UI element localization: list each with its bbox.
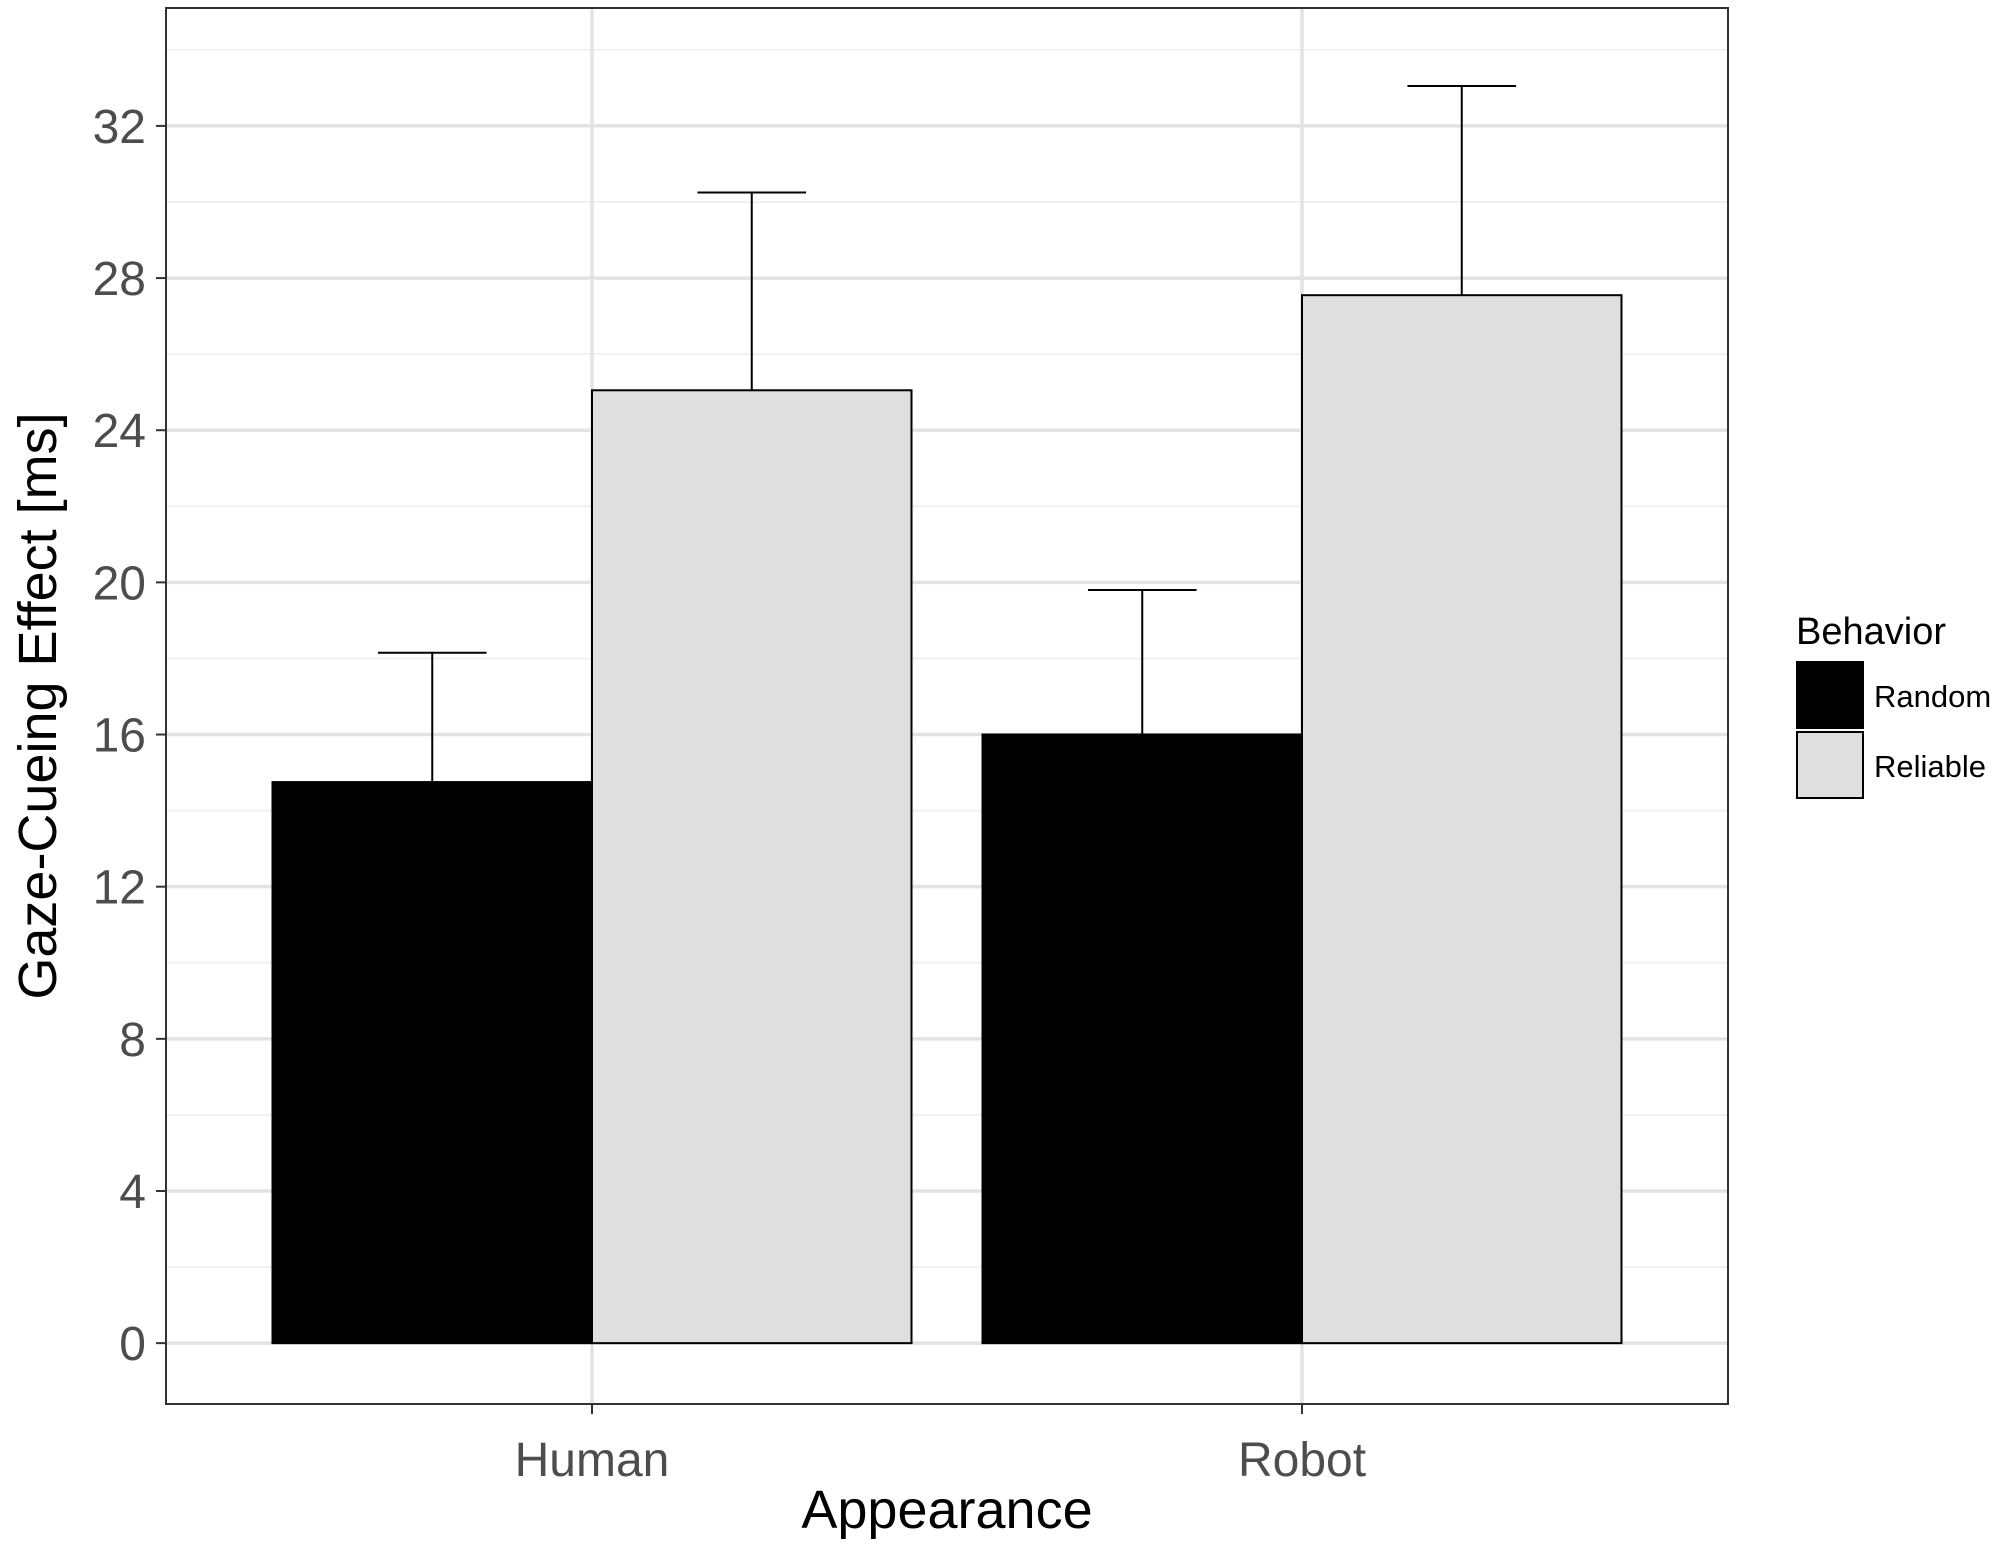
- y-tick-label: 32: [93, 101, 146, 154]
- legend-items: Random Reliable: [1796, 661, 1991, 799]
- x-axis-title: Appearance: [801, 1480, 1092, 1540]
- y-axis-title: Gaze-Cueing Effect [ms]: [8, 412, 68, 999]
- legend-title: Behavior: [1796, 611, 1946, 653]
- bar-reliable-human: [591, 389, 913, 1345]
- legend: Behavior Random Reliable: [1796, 611, 1991, 799]
- y-tick-label: 28: [93, 253, 146, 306]
- y-tick-label: 24: [93, 405, 146, 458]
- legend-label-reliable: Reliable: [1874, 749, 1986, 784]
- y-tick-label: 8: [119, 1014, 146, 1067]
- x-axis-ticks: Human Robot: [515, 1404, 1366, 1487]
- legend-swatch-random: [1796, 661, 1864, 729]
- x-tick-label-human: Human: [515, 1434, 670, 1487]
- legend-swatch-reliable: [1796, 731, 1864, 799]
- bars: [271, 294, 1623, 1345]
- y-tick-label: 4: [119, 1166, 146, 1219]
- x-tick-label-robot: Robot: [1238, 1434, 1366, 1487]
- error-bars: [377, 84, 1517, 783]
- panel-border: [165, 7, 1729, 1405]
- y-tick-label: 16: [93, 710, 146, 763]
- y-tick-label: 12: [93, 862, 146, 915]
- y-tick-label: 0: [119, 1318, 146, 1371]
- bar-reliable-robot: [1301, 294, 1623, 1345]
- bar-random-robot: [981, 733, 1303, 1345]
- y-tick-label: 20: [93, 557, 146, 610]
- y-axis-ticks: 0 4 8 12 16 20 24 28 32: [93, 101, 166, 1371]
- legend-label-random: Random: [1874, 679, 1991, 714]
- bar-random-human: [271, 781, 593, 1345]
